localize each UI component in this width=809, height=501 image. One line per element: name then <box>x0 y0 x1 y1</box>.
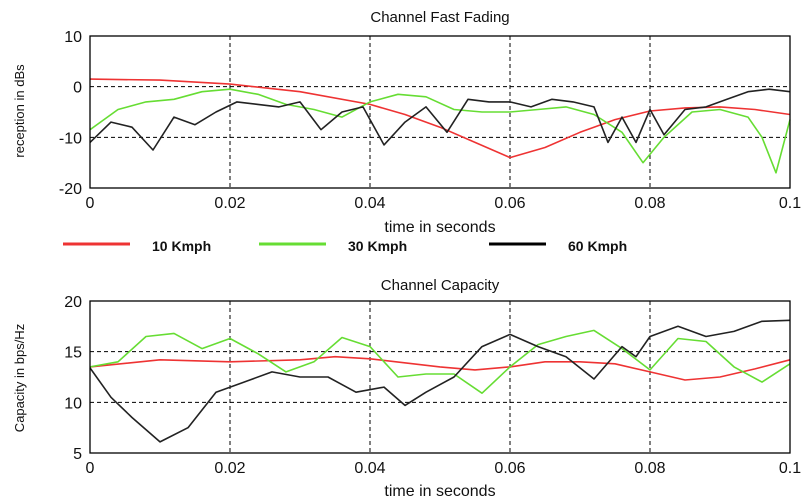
capacity-ytick-label: 15 <box>64 345 82 362</box>
fading-plot: Channel Fast Fading time in seconds rece… <box>12 9 801 236</box>
legend-label-10kmph: 10 Kmph <box>152 238 211 254</box>
capacity-xlabel: time in seconds <box>384 483 495 500</box>
capacity-ytick-label: 10 <box>64 395 82 412</box>
fading-ylabel: reception in dBs <box>12 64 27 158</box>
capacity-title: Channel Capacity <box>381 277 500 294</box>
fading-ytick-label: -20 <box>59 181 82 198</box>
fading-xtick-label: 0 <box>86 195 95 212</box>
capacity-ylabel: Capacity in bps/Hz <box>12 324 27 432</box>
capacity-axes-frame <box>89 300 791 454</box>
fading-xtick-label: 0.08 <box>634 195 665 212</box>
capacity-xtick-label: 0 <box>86 460 95 477</box>
capacity-xtick-label: 0.1 <box>779 460 801 477</box>
legend: 10 Kmph 30 Kmph 60 Kmph <box>63 238 627 254</box>
fading-xtick-label: 0.1 <box>779 195 801 212</box>
capacity-series-60-kmph <box>89 319 791 443</box>
fading-title: Channel Fast Fading <box>370 9 509 26</box>
legend-label-60kmph: 60 Kmph <box>568 238 627 254</box>
fading-xtick-label: 0.06 <box>494 195 525 212</box>
capacity-ytick-label: 20 <box>64 294 82 311</box>
capacity-plot: Channel Capacity time in seconds Capacit… <box>12 277 801 500</box>
capacity-series-10-kmph <box>89 355 791 381</box>
fading-ytick-label: -10 <box>59 130 82 147</box>
fading-ytick-label: 0 <box>73 80 82 97</box>
capacity-series-30-kmph <box>89 329 791 395</box>
legend-label-30kmph: 30 Kmph <box>348 238 407 254</box>
capacity-xtick-label: 0.08 <box>634 460 665 477</box>
capacity-xtick-label: 0.06 <box>494 460 525 477</box>
fading-series-30-kmph <box>89 88 791 174</box>
fading-axes-frame <box>89 35 791 189</box>
fading-series-60-kmph <box>89 88 791 151</box>
capacity-xtick-label: 0.04 <box>354 460 385 477</box>
capacity-ytick-label: 5 <box>73 446 82 463</box>
fading-xlabel: time in seconds <box>384 219 495 236</box>
fading-ytick-label: 10 <box>64 29 82 46</box>
capacity-xtick-label: 0.02 <box>214 460 245 477</box>
fading-xtick-label: 0.02 <box>214 195 245 212</box>
fading-xtick-label: 0.04 <box>354 195 385 212</box>
